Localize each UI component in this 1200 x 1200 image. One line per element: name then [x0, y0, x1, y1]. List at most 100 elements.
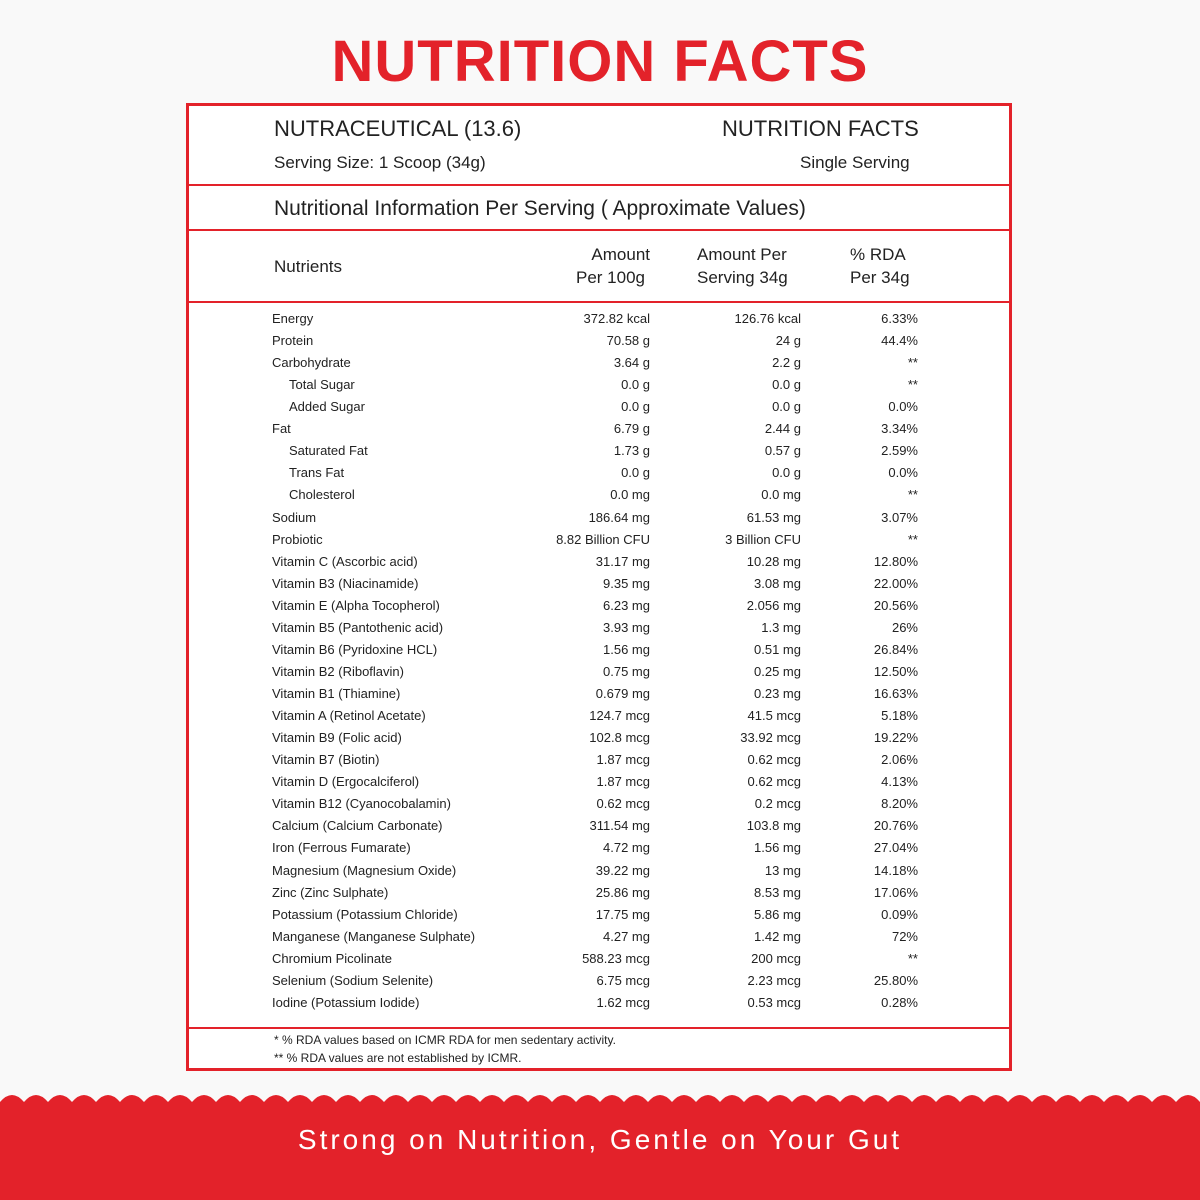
nutrient-name: Selenium (Sodium Selenite)	[272, 972, 434, 988]
amount-value: 61.53 mg	[746, 509, 801, 525]
serving-size: Serving Size: 1 Scoop (34g)	[274, 153, 486, 172]
amount-value: 0.75 mg	[603, 663, 650, 679]
column-header: Per 34g	[850, 268, 910, 287]
amount-value: 0.0 g	[621, 399, 650, 415]
amount-value: 0.0 g	[621, 465, 650, 481]
nutrient-name: Vitamin B3 (Niacinamide)	[272, 575, 419, 591]
rda-value: 8.20%	[881, 796, 918, 812]
divider	[186, 229, 1012, 231]
amount-value: 3.08 mg	[754, 575, 801, 591]
amount-value: 1.87 mcg	[596, 752, 650, 768]
nutrient-name: Energy	[272, 311, 314, 326]
amount-value: 124.7 mcg	[589, 708, 650, 724]
nutrient-name: Vitamin D (Ergocalciferol)	[272, 774, 420, 790]
amount-value: 311.54 mg	[589, 818, 650, 834]
amount-value: 13 mg	[764, 862, 801, 878]
amount-value: 126.76 kcal	[734, 311, 802, 326]
amount-value: 5.86 mg	[754, 906, 801, 922]
amount-value: 1.73 g	[613, 443, 650, 459]
nutrient-name: Iron (Ferrous Fumarate)	[272, 840, 411, 856]
nutrient-name: Trans Fat	[289, 465, 345, 481]
rda-value: 12.80%	[873, 553, 918, 569]
nutrient-name: Potassium (Potassium Chloride)	[272, 906, 458, 922]
amount-value: 0.0 g	[621, 377, 650, 393]
rda-value: 12.50%	[873, 663, 918, 679]
amount-value: 1.62 mcg	[596, 994, 650, 1010]
nutrient-name: Added Sugar	[289, 399, 365, 415]
divider	[186, 184, 1012, 186]
amount-value: 6.23 mg	[603, 597, 650, 613]
rda-value: 25.80%	[873, 972, 918, 988]
rda-value: 19.22%	[873, 730, 918, 746]
amount-value: 25.86 mg	[595, 884, 650, 900]
footer-band	[0, 1095, 1200, 1200]
rda-value: 5.18%	[881, 708, 918, 724]
amount-value: 31.17 mg	[595, 553, 650, 569]
amount-value: 2.056 mg	[746, 597, 801, 613]
amount-value: 0.0 mg	[761, 487, 801, 503]
nutrient-name: Probiotic	[272, 531, 323, 547]
facts-panel	[186, 103, 1012, 1071]
amount-value: 1.87 mcg	[596, 774, 650, 790]
rda-value: 26%	[891, 619, 918, 635]
amount-value: 8.82 Billion CFU	[556, 531, 650, 547]
amount-value: 6.79 g	[613, 421, 650, 437]
nutrient-name: Cholesterol	[289, 487, 355, 503]
nutrient-name: Vitamin B5 (Pantothenic acid)	[272, 619, 444, 635]
amount-value: 39.22 mg	[595, 862, 650, 878]
amount-value: 4.72 mg	[603, 840, 650, 856]
amount-value: 0.62 mcg	[596, 796, 650, 812]
column-header: Amount Per	[697, 245, 787, 264]
amount-value: 2.23 mcg	[747, 972, 801, 988]
rda-value: 2.59%	[881, 443, 918, 459]
amount-value: 41.5 mcg	[747, 708, 801, 724]
amount-value: 4.27 mg	[603, 928, 650, 944]
rda-value: **	[907, 355, 918, 371]
rda-value: 20.76%	[873, 818, 918, 834]
amount-value: 70.58 g	[606, 333, 650, 349]
nutrient-name: Fat	[272, 421, 291, 437]
amount-value: 8.53 mg	[754, 884, 801, 900]
nutrient-name: Protein	[272, 333, 314, 349]
amount-value: 2.44 g	[764, 421, 801, 437]
nutrient-name: Manganese (Manganese Sulphate)	[272, 928, 476, 944]
rda-value: 0.09%	[881, 906, 918, 922]
amount-value: 3.93 mg	[603, 619, 650, 635]
amount-value: 0.679 mg	[595, 686, 650, 702]
amount-value: 103.8 mg	[746, 818, 801, 834]
serving-type: Single Serving	[800, 153, 910, 172]
amount-value: 3.64 g	[613, 355, 650, 371]
amount-value: 200 mcg	[751, 950, 801, 966]
nutrient-name: Carbohydrate	[272, 355, 351, 371]
tagline: Strong on Nutrition, Gentle on Your Gut	[297, 1124, 903, 1155]
rda-value: 4.13%	[881, 774, 918, 790]
column-header: Serving 34g	[697, 268, 788, 287]
rda-value: **	[907, 531, 918, 547]
nutrient-name: Chromium Picolinate	[272, 950, 392, 966]
panel-label: NUTRITION FACTS	[722, 116, 919, 141]
rda-value: 26.84%	[873, 641, 918, 657]
amount-value: 0.25 mg	[754, 663, 801, 679]
amount-value: 0.0 g	[772, 377, 801, 393]
nutrient-name: Magnesium (Magnesium Oxide)	[272, 862, 457, 878]
nutrient-name: Vitamin A (Retinol Acetate)	[272, 708, 426, 724]
amount-value: 17.75 mg	[595, 906, 650, 922]
rda-value: **	[907, 950, 918, 966]
amount-value: 24 g	[775, 333, 801, 349]
wave-band	[0, 1095, 1200, 1200]
rda-value: 6.33%	[881, 311, 918, 326]
amount-value: 102.8 mcg	[589, 730, 650, 746]
amount-value: 372.82 kcal	[583, 311, 651, 326]
nutrient-name: Zinc (Zinc Sulphate)	[272, 884, 389, 900]
nutrient-name: Iodine (Potassium Iodide)	[272, 994, 420, 1010]
amount-value: 1.42 mg	[754, 928, 801, 944]
amount-value: 0.0 g	[772, 465, 801, 481]
rda-value: **	[907, 487, 918, 503]
amount-value: 588.23 mcg	[582, 950, 650, 966]
amount-value: 1.3 mg	[761, 619, 801, 635]
nutrient-name: Saturated Fat	[289, 443, 368, 459]
column-header: Per 100g	[576, 268, 645, 287]
column-header: Amount	[591, 245, 650, 264]
rda-value: 20.56%	[873, 597, 918, 613]
